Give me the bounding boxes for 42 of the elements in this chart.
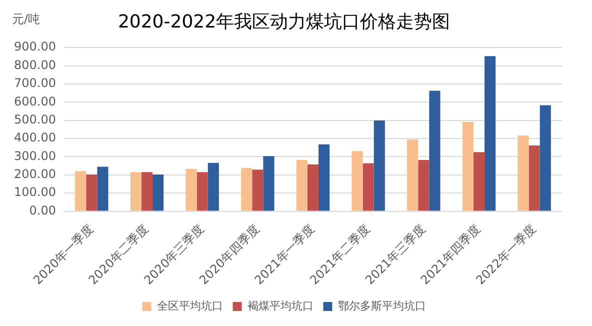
bar (263, 156, 274, 211)
chart-title: 2020-2022年我区动力煤坑口价格走势图 (118, 11, 450, 32)
bar (352, 151, 363, 211)
bar (473, 152, 485, 211)
y-tick-label: 900.00 (14, 40, 56, 54)
y-tick-label: 800.00 (14, 58, 56, 72)
y-tick-label: 100.00 (14, 185, 56, 200)
bar (528, 145, 540, 211)
bar (407, 139, 418, 211)
bar (462, 122, 474, 211)
y-axis-title: 元/吨 (12, 12, 40, 26)
y-tick-label: 600.00 (14, 94, 56, 108)
y-tick-label: 700.00 (14, 76, 56, 90)
bar (540, 105, 551, 211)
bar (241, 168, 252, 211)
bar (208, 162, 219, 211)
bar (252, 170, 264, 211)
bar (318, 144, 330, 211)
bar (86, 174, 98, 211)
bar (296, 160, 308, 211)
y-tick-label: 500.00 (14, 112, 56, 126)
bar (307, 164, 319, 211)
bar (429, 90, 440, 211)
y-tick-label: 200.00 (14, 167, 56, 182)
y-tick-label: 300.00 (14, 148, 56, 163)
bar (75, 171, 86, 211)
bar (130, 172, 142, 211)
bar (186, 168, 197, 211)
legend-label: 全区平均坑口 (156, 299, 223, 312)
y-tick-label: 400.00 (14, 130, 56, 145)
bar (152, 174, 164, 211)
bar (362, 163, 374, 211)
bar (518, 135, 529, 211)
bar (97, 166, 108, 211)
bar (141, 172, 153, 211)
bar (196, 172, 208, 211)
y-tick-label: 0.00 (29, 203, 56, 218)
legend-label: 鄂尔多斯平均坑口 (338, 299, 426, 312)
bar (374, 120, 385, 211)
bar (484, 56, 496, 211)
bar (418, 160, 430, 211)
legend-label: 褐煤平均坑口 (247, 299, 314, 312)
